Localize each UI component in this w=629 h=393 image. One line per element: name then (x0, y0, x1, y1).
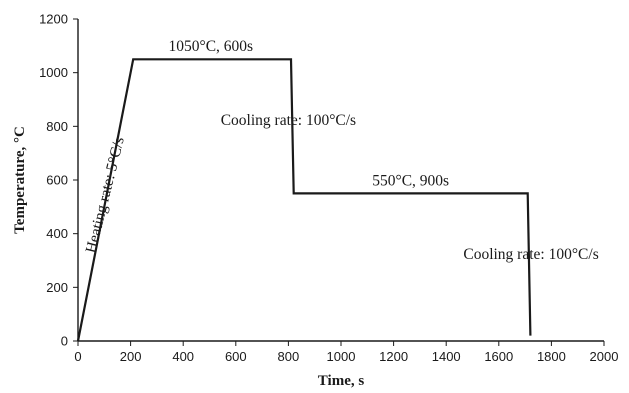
annotation-label: 550°C, 900s (372, 172, 449, 189)
x-axis-title: Time, s (318, 373, 365, 389)
x-tick-label: 400 (172, 349, 194, 364)
y-axis-title: Temperature, °C (12, 126, 28, 234)
y-tick-label: 800 (46, 119, 68, 134)
axes (77, 19, 604, 342)
x-tick-label: 1800 (537, 349, 566, 364)
x-tick-label: 1400 (432, 349, 461, 364)
ticks: 0 200 400 600 800 1000 1200 1400 1600 1800 2000 0 20… (39, 12, 618, 365)
y-tick-label: 600 (46, 173, 68, 188)
x-tick-label: 0 (74, 349, 81, 364)
y-tick-label: 1000 (39, 65, 68, 80)
x-tick-label: 1600 (484, 349, 513, 364)
x-tick-label: 600 (225, 349, 247, 364)
x-tick-label: 200 (120, 349, 142, 364)
annotation-label: Cooling rate: 100°C/s (463, 246, 598, 263)
annotation-label: Heating rate: 5°C/s (83, 135, 128, 255)
y-tick-label: 0 (61, 334, 68, 349)
y-tick-label: 200 (46, 280, 68, 295)
x-tick-label: 1000 (327, 349, 356, 364)
x-tick-label: 800 (278, 349, 300, 364)
temperature-profile-line (76, 58, 532, 342)
y-tick-label: 1200 (39, 12, 68, 27)
x-tick-label: 2000 (590, 349, 619, 364)
y-tick-label: 400 (46, 226, 68, 241)
annotation-label: Cooling rate: 100°C/s (221, 112, 356, 129)
annotations: Heating rate: 5°C/s 1050°C, 600s Cooling r… (83, 38, 599, 263)
x-tick-label: 1200 (379, 349, 408, 364)
annotation-label: 1050°C, 600s (169, 38, 254, 55)
series (76, 58, 532, 342)
